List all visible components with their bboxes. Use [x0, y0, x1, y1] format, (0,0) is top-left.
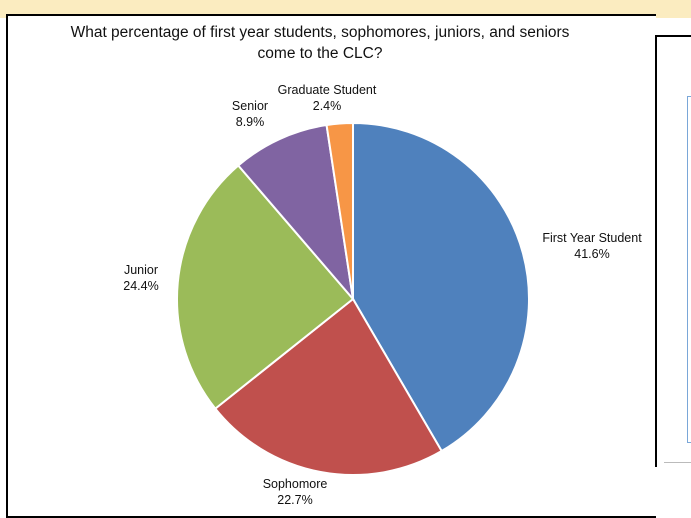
pie-slice-junior: [176, 164, 355, 411]
pie-slice-senior: [236, 123, 355, 303]
label-first-year-student: First Year Student 41.6%: [532, 230, 652, 262]
top-background-band: [0, 0, 691, 18]
label-graduate-student: Graduate Student 2.4%: [262, 82, 392, 114]
pie-slice-graduate-student: [325, 121, 354, 300]
side-panel-inner-box: [687, 96, 691, 443]
label-senior-name: Senior: [231, 99, 269, 113]
pie-chart: [176, 121, 530, 476]
pie-slice-first-year-student: [352, 121, 530, 453]
label-sophomore-value: 22.7%: [277, 493, 313, 507]
label-graduate-student-value: 2.4%: [312, 99, 342, 113]
label-first-year-student-name: First Year Student: [542, 231, 642, 245]
label-junior: Junior 24.4%: [106, 262, 176, 294]
label-sophomore: Sophomore 22.7%: [250, 476, 340, 508]
label-graduate-student-name: Graduate Student: [277, 83, 377, 97]
pie-slice-sophomore: [213, 297, 444, 476]
side-panel-frame: [655, 35, 691, 467]
label-sophomore-name: Sophomore: [262, 477, 328, 491]
label-junior-name: Junior: [123, 263, 159, 277]
chart-title: What percentage of first year students, …: [70, 24, 570, 62]
label-senior-value: 8.9%: [235, 115, 265, 129]
label-junior-value: 24.4%: [123, 279, 159, 293]
label-senior: Senior 8.9%: [220, 98, 280, 130]
label-first-year-student-value: 41.6%: [574, 247, 610, 261]
side-panel-divider: [664, 462, 691, 463]
